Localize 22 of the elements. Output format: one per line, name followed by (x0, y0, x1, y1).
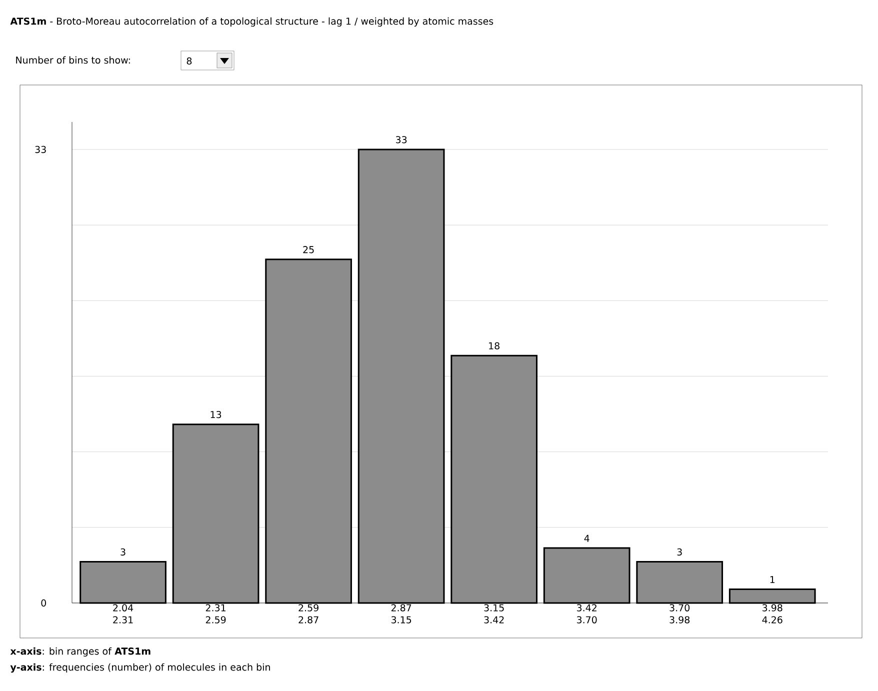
data-label: 25 (303, 246, 314, 254)
chart-title: ATS1m - Broto-Moreau autocorrelation of a topological structure - lag 1 / weighted by atomic masses (10, 17, 494, 27)
data-label: 3 (677, 548, 682, 556)
text: y-axis: frequencies (number) of molecules in each bin (10, 663, 270, 673)
x-tick-label: 3.42 3.70 (576, 604, 597, 624)
data-label: 33 (396, 136, 407, 144)
data-label: 4 (584, 534, 590, 542)
x-tick-label: 3.98 4.26 (762, 604, 782, 624)
text: 8 (186, 57, 192, 65)
x-tick-label: 3.15 3.42 (484, 604, 504, 624)
data-label: 13 (210, 410, 222, 418)
x-tick-label: 2.59 2.87 (298, 604, 318, 624)
text: x-axis: bin ranges of ATS1m (10, 647, 150, 657)
text: Number of bins to show: (16, 56, 130, 64)
data-label: 3 (120, 548, 126, 556)
x-tick-label: 2.04 2.31 (113, 604, 134, 624)
y-tick-label: 0 (41, 599, 46, 607)
data-label: 18 (489, 342, 500, 350)
x-tick-label: 2.31 2.59 (206, 604, 226, 624)
data-label: 1 (770, 576, 775, 584)
x-tick-label: 2.87 3.15 (391, 604, 412, 624)
x-tick-label: 3.70 3.98 (670, 604, 690, 624)
